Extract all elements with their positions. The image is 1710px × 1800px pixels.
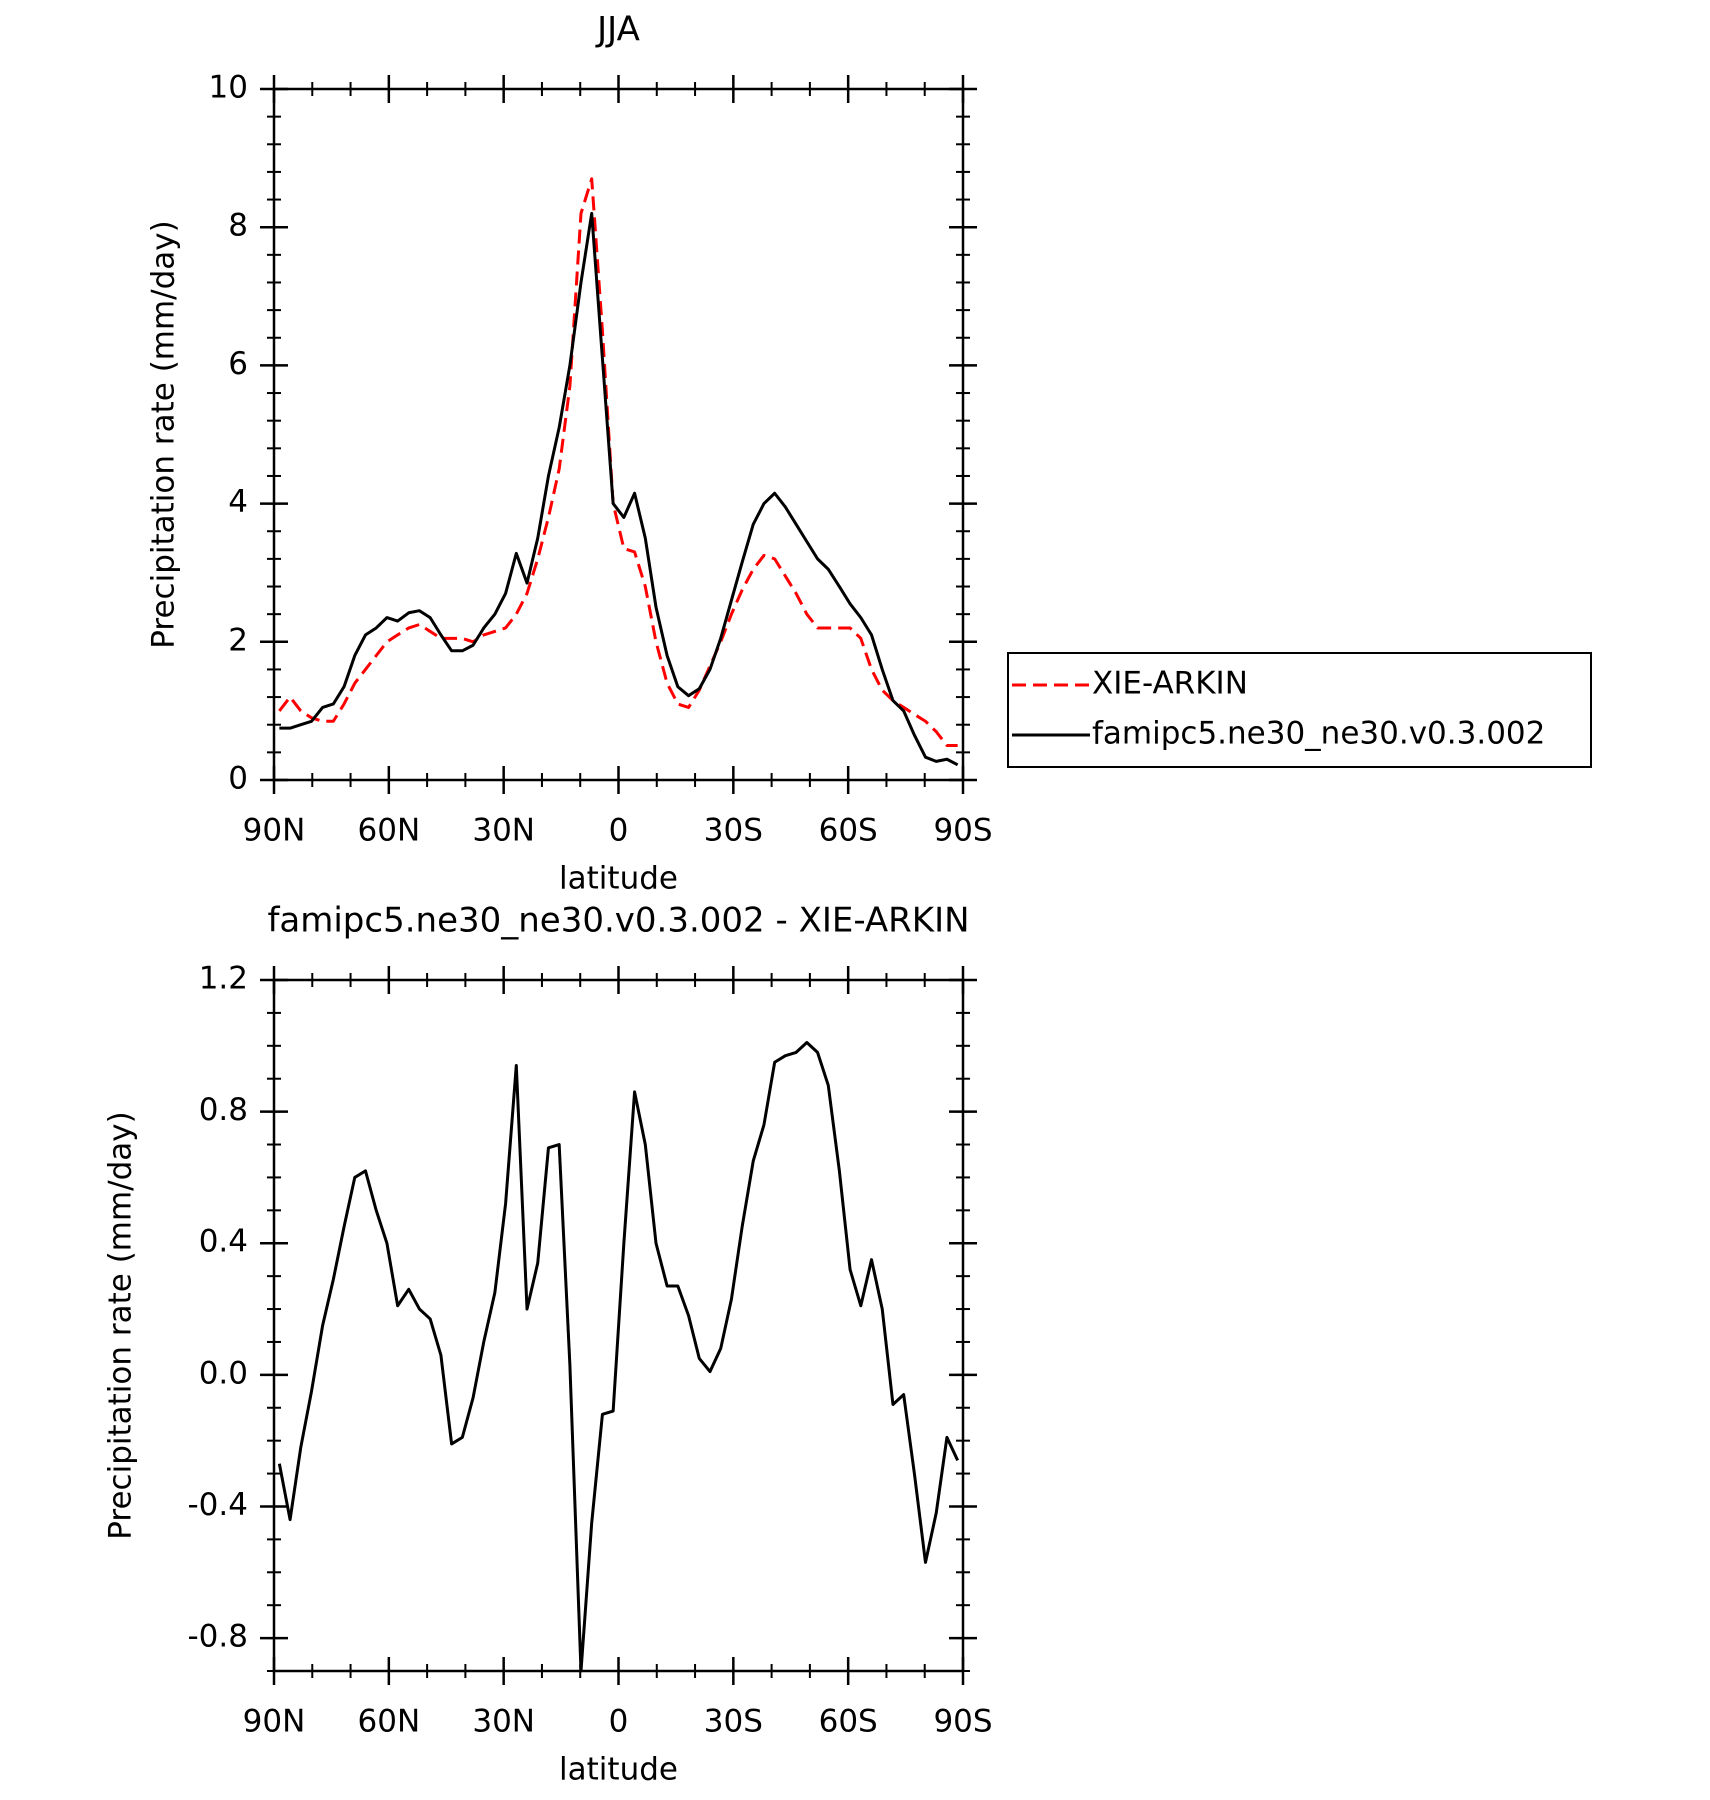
y-tick-label: 6 <box>228 346 248 382</box>
y-axis-label: Precipitation rate (mm/day) <box>146 220 182 649</box>
legend-label: XIE-ARKIN <box>1092 666 1248 702</box>
y-tick-label: 0.8 <box>199 1092 248 1128</box>
x-tick-label: 0 <box>609 813 629 849</box>
y-tick-label: 8 <box>228 208 248 244</box>
x-tick-label: 90S <box>933 1704 992 1740</box>
legend-label: famipc5.ne30_ne30.v0.3.002 <box>1092 716 1545 752</box>
x-tick-label: 90S <box>933 813 992 849</box>
x-tick-label: 90N <box>243 1704 306 1740</box>
y-tick-label: -0.8 <box>188 1619 249 1655</box>
x-tick-label: 0 <box>609 1704 629 1740</box>
y-tick-label: 0 <box>228 761 248 797</box>
y-tick-label: 0.0 <box>199 1355 248 1391</box>
y-tick-label: 0.4 <box>199 1224 248 1260</box>
y-tick-label: -0.4 <box>188 1487 249 1523</box>
x-tick-label: 30N <box>472 1704 535 1740</box>
x-tick-label: 30S <box>704 1704 763 1740</box>
x-axis-label: latitude <box>559 861 678 897</box>
legend-box <box>1007 652 1592 768</box>
chart-title: JJA <box>595 10 640 50</box>
x-axis-label: latitude <box>559 1752 678 1788</box>
y-tick-label: 10 <box>209 70 248 106</box>
data-line <box>277 1041 960 1673</box>
y-tick-label: 4 <box>228 484 248 520</box>
x-tick-label: 60S <box>819 1704 878 1740</box>
x-tick-label: 60N <box>358 1704 421 1740</box>
y-tick-label: 1.2 <box>199 961 248 997</box>
y-axis-label: Precipitation rate (mm/day) <box>103 1111 139 1540</box>
data-line <box>278 177 958 747</box>
x-tick-label: 30N <box>472 813 535 849</box>
x-tick-label: 30S <box>704 813 763 849</box>
data-line <box>279 211 959 767</box>
y-tick-label: 2 <box>228 622 248 658</box>
plot-frame <box>272 87 965 782</box>
x-tick-label: 90N <box>243 813 306 849</box>
chart-title: famipc5.ne30_ne30.v0.3.002 - XIE-ARKIN <box>267 901 969 941</box>
x-tick-label: 60S <box>819 813 878 849</box>
x-tick-label: 60N <box>358 813 421 849</box>
